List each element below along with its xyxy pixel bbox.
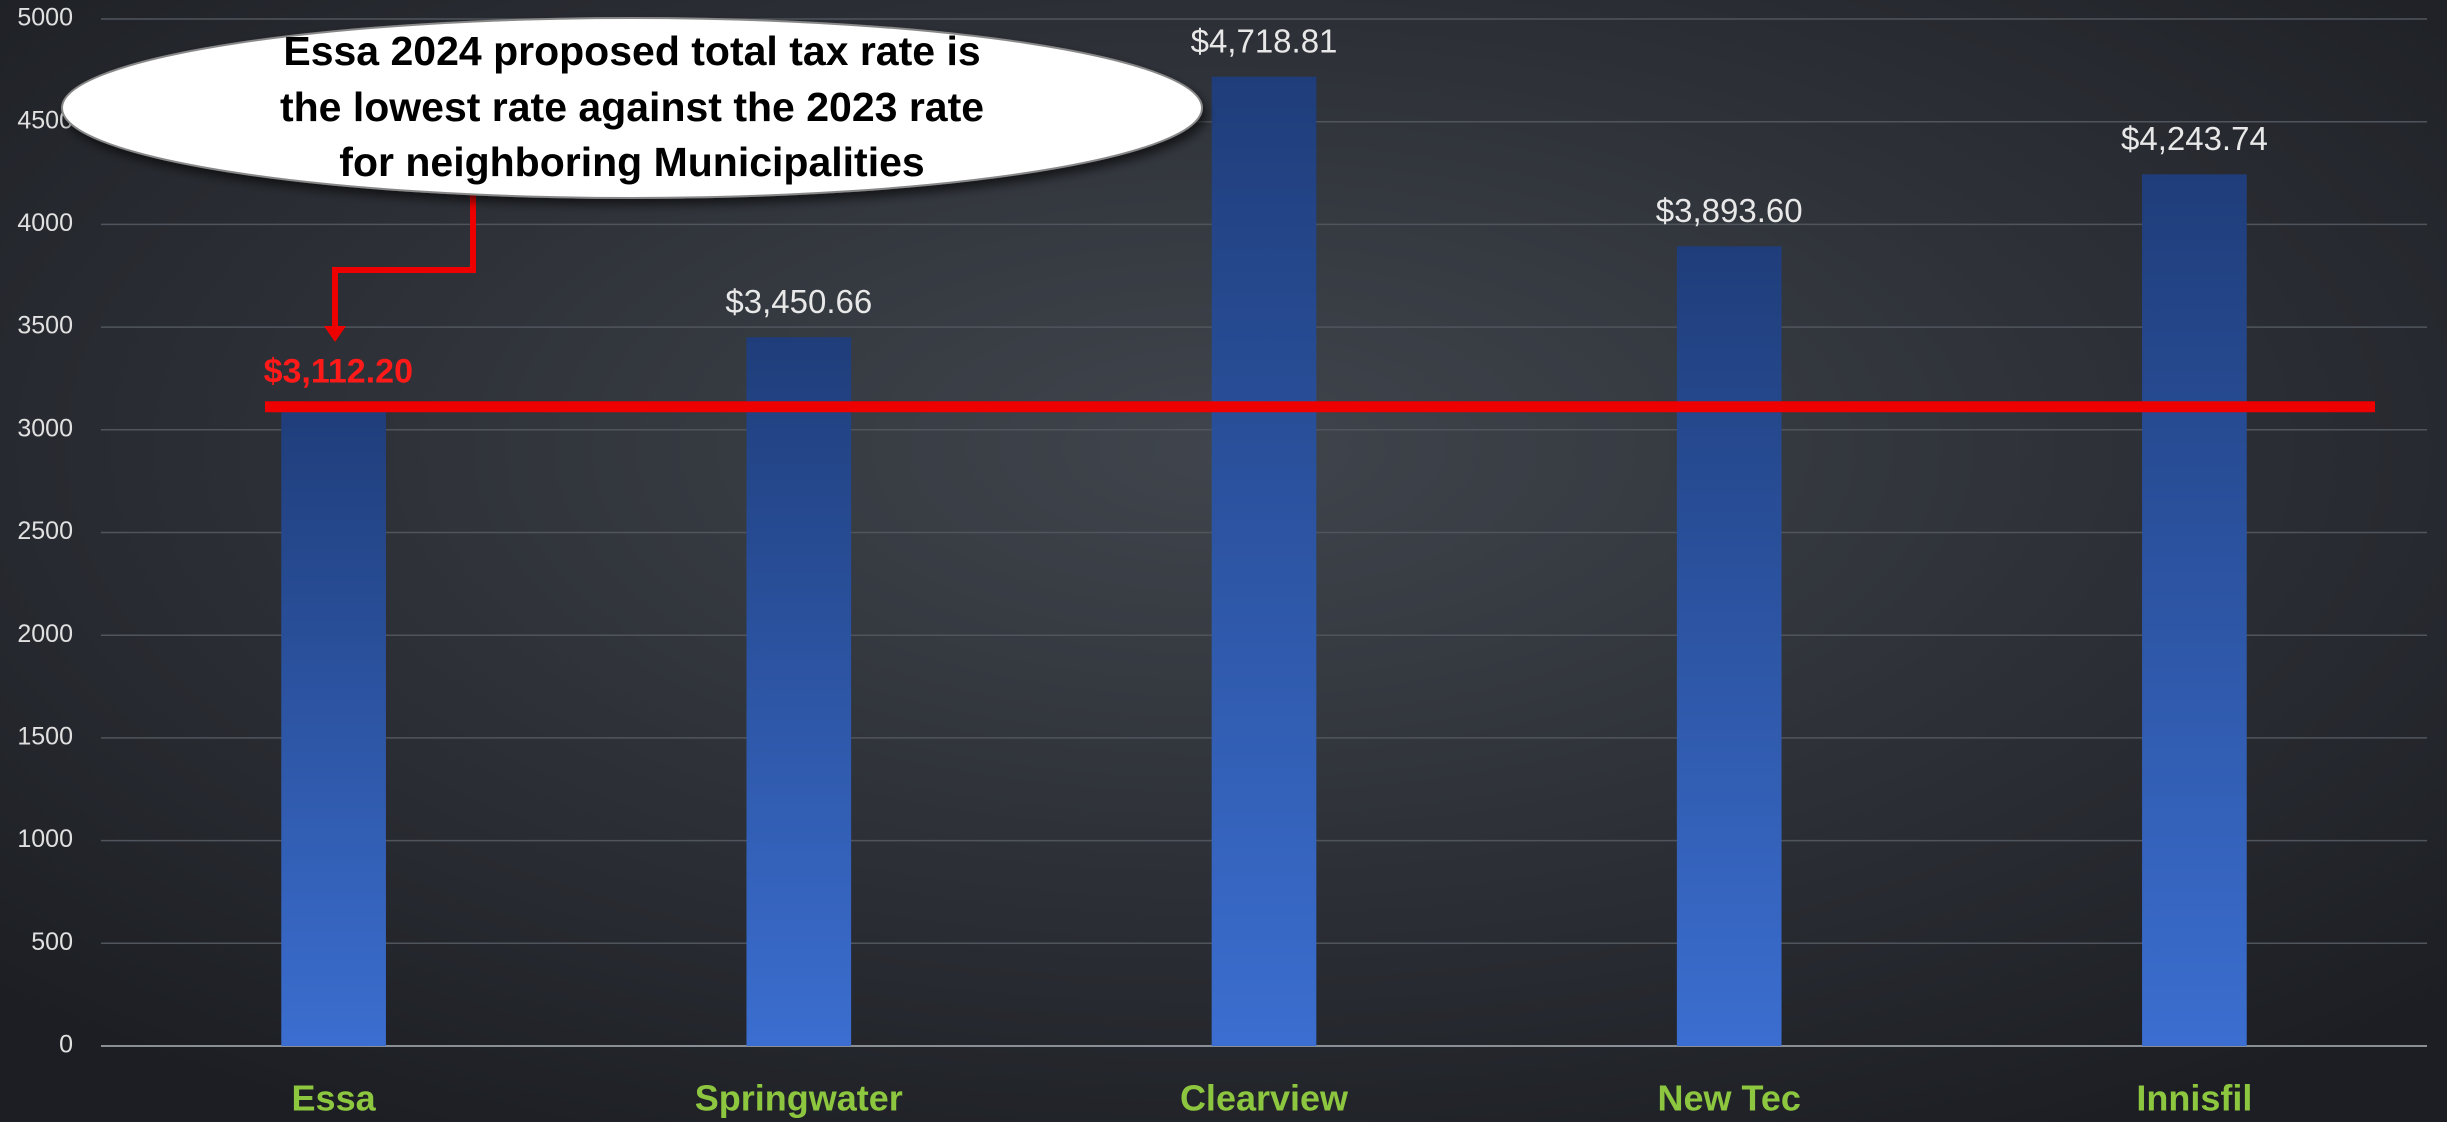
y-tick-label: 5000 bbox=[17, 4, 73, 32]
x-tick-label: Springwater bbox=[695, 1078, 903, 1119]
value-label: $3,112.20 bbox=[264, 353, 413, 391]
x-tick-label: Innisfil bbox=[2136, 1078, 2252, 1119]
y-tick-label: 0 bbox=[59, 1031, 73, 1059]
bar bbox=[1211, 76, 1317, 1047]
bar bbox=[281, 406, 386, 1046]
y-tick-label: 3500 bbox=[17, 312, 73, 340]
value-label: $3,893.60 bbox=[1656, 192, 1803, 229]
y-tick-label: 2500 bbox=[17, 517, 73, 545]
x-tick-label: Clearview bbox=[1180, 1078, 1349, 1119]
annotation-line: the lowest rate against the 2023 rate bbox=[280, 84, 984, 130]
callout-bubble bbox=[61, 17, 1203, 199]
y-tick-label: 4000 bbox=[17, 209, 73, 237]
annotation-line: Essa 2024 proposed total tax rate is bbox=[283, 28, 980, 74]
value-label: $4,243.74 bbox=[2121, 120, 2268, 157]
bar bbox=[1676, 246, 1782, 1046]
callout: Essa 2024 proposed total tax rate is the… bbox=[61, 17, 1203, 342]
y-tick-label: 2000 bbox=[17, 620, 73, 648]
annotation-line: for neighboring Municipalities bbox=[339, 139, 924, 185]
plot-area: 0500100015002000250030003500400045005000… bbox=[17, 4, 2427, 1119]
x-tick-label: New Tec bbox=[1658, 1078, 1801, 1119]
callout-arrowhead bbox=[324, 326, 346, 342]
x-tick-label: Essa bbox=[292, 1078, 377, 1119]
value-label: $4,718.81 bbox=[1191, 22, 1338, 59]
y-tick-label: 500 bbox=[31, 928, 73, 956]
bar bbox=[746, 337, 852, 1046]
callout-connector bbox=[332, 195, 476, 328]
y-tick-label: 1500 bbox=[17, 723, 73, 751]
bar bbox=[2142, 174, 2247, 1046]
y-tick-label: 1000 bbox=[17, 825, 73, 853]
value-label: $3,450.66 bbox=[725, 283, 872, 320]
y-tick-label: 3000 bbox=[17, 414, 73, 442]
